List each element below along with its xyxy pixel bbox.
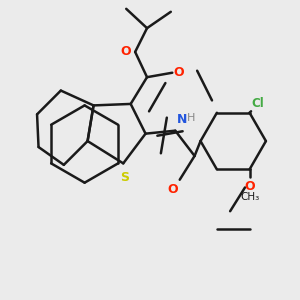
Text: O: O xyxy=(168,183,178,196)
Text: H: H xyxy=(187,113,196,123)
Text: Cl: Cl xyxy=(251,97,264,110)
Text: CH₃: CH₃ xyxy=(240,192,259,202)
Text: S: S xyxy=(120,171,129,184)
Text: O: O xyxy=(120,45,131,58)
Text: O: O xyxy=(174,66,184,79)
Text: O: O xyxy=(244,180,255,193)
Text: N: N xyxy=(177,113,187,126)
